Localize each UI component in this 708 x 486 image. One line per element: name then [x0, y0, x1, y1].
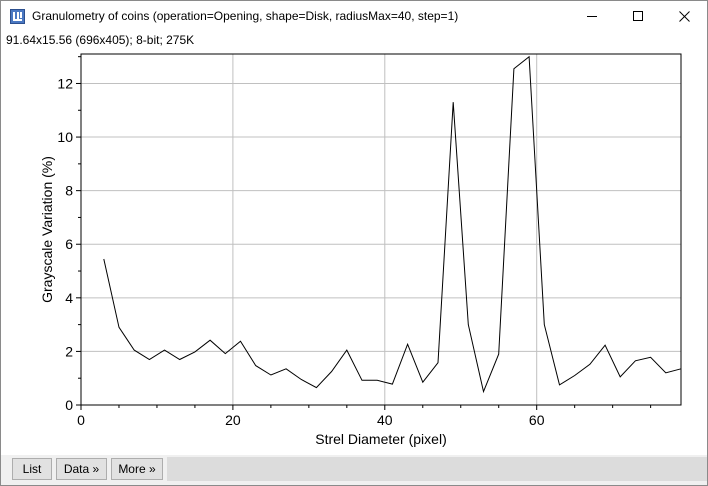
plot-frame: [80, 53, 682, 406]
maximize-button[interactable]: [615, 1, 661, 32]
close-icon: [678, 11, 690, 22]
data-button[interactable]: Data »: [56, 458, 107, 480]
window-title: Granulometry of coins (operation=Opening…: [32, 9, 459, 23]
grid-lines: [81, 54, 681, 405]
x-tick-label: 40: [377, 412, 393, 428]
more-button[interactable]: More »: [111, 458, 163, 480]
y-tick-label: 8: [65, 183, 73, 199]
y-tick-label: 6: [65, 236, 73, 252]
y-tick-label: 12: [57, 75, 73, 91]
x-tick-label: 0: [77, 412, 85, 428]
axis-ticks: 0 20 40 60 0 2 4 6 8 10 12: [57, 56, 652, 428]
title-bar[interactable]: Granulometry of coins (operation=Opening…: [1, 1, 707, 32]
y-tick-label: 4: [65, 290, 73, 306]
list-button[interactable]: List: [12, 458, 52, 480]
y-axis-label: Grayscale Variation (%): [39, 156, 55, 303]
imagej-plot-icon: [10, 9, 25, 24]
y-tick-label: 10: [57, 129, 73, 145]
close-button[interactable]: [661, 1, 707, 32]
maximize-icon: [632, 11, 643, 21]
x-axis-label: Strel Diameter (pixel): [315, 431, 446, 447]
minimize-icon: [586, 16, 597, 17]
x-tick-label: 20: [225, 412, 241, 428]
button-bar-filler: [167, 457, 707, 481]
y-tick-label: 2: [65, 343, 73, 359]
image-info: 91.64x15.56 (696x405); 8-bit; 275K: [6, 33, 195, 47]
series-line: [103, 55, 682, 394]
minimize-button[interactable]: [569, 1, 615, 32]
x-tick-label: 60: [529, 412, 545, 428]
y-tick-label: 0: [65, 397, 73, 413]
